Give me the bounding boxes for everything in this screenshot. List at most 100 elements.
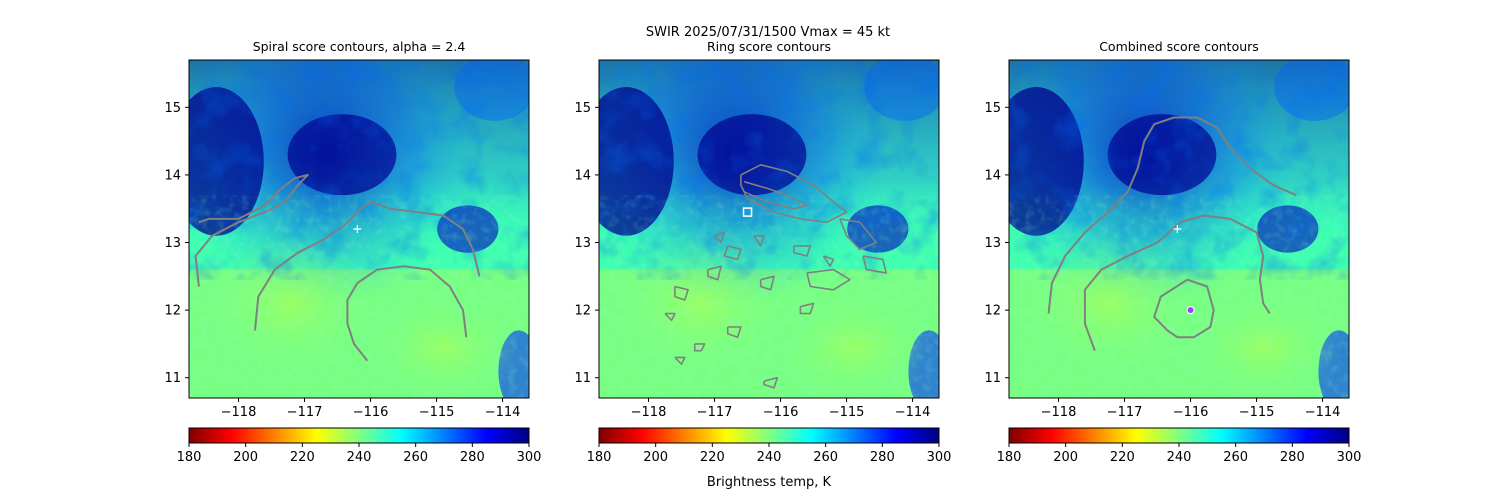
axes-frame <box>598 59 940 399</box>
colorbar-tick-label: 240 <box>1167 450 1192 465</box>
best-center-point <box>1186 306 1195 315</box>
contour-line <box>753 235 765 247</box>
contour-line <box>707 265 722 281</box>
y-tick-label: 12 <box>984 304 1001 319</box>
x-tick-label: −114 <box>485 405 521 420</box>
colorbar-tick-label: 260 <box>813 450 838 465</box>
axes-frame <box>188 59 530 399</box>
contour-line <box>1047 116 1297 314</box>
center-marker <box>1173 225 1182 233</box>
y-tick-label: 14 <box>984 168 1001 183</box>
contour-line <box>723 245 742 261</box>
contour-line <box>806 268 851 291</box>
panel-3: Combined score contours −118 −117 −116 −115 −… <box>984 39 1361 465</box>
contour-line <box>793 245 812 257</box>
x-tick-label: −114 <box>1305 405 1341 420</box>
colorbar-tick-label: 280 <box>460 450 485 465</box>
colorbar: 180 200 220 240 260 280 300 <box>587 427 952 465</box>
axes-frame <box>1008 59 1350 399</box>
score-contours <box>1047 116 1297 352</box>
suptitle: SWIR 2025/07/31/1500 Vmax = 45 kt <box>646 25 890 40</box>
contour-line <box>1083 214 1271 352</box>
y-tick-label: 12 <box>164 304 181 319</box>
colorbar-tick-label: 200 <box>643 450 668 465</box>
contour-line <box>346 265 468 362</box>
x-tick-label: −114 <box>895 405 931 420</box>
x-tick-label: −116 <box>353 405 389 420</box>
y-tick-label: 12 <box>574 304 591 319</box>
panel-1: Spiral score contours, alpha = 2.4 −118 −1… <box>164 39 541 465</box>
contour-line <box>743 180 808 210</box>
contour-line <box>839 218 878 251</box>
y-tick-label: 11 <box>164 371 181 386</box>
y-tick-label: 15 <box>574 101 591 116</box>
colorbar-tick-label: 220 <box>1110 450 1135 465</box>
colorbar-label: Brightness temp, K <box>707 475 832 490</box>
colorbar-tick-label: 200 <box>1053 450 1078 465</box>
contour-line <box>664 312 676 322</box>
colorbar: 180 200 220 240 260 280 300 <box>997 427 1362 465</box>
colorbar-gradient <box>188 427 530 444</box>
y-tick-label: 13 <box>574 236 591 251</box>
panel-2: Ring score contours −118 −117 −116 −115 −114 1… <box>574 39 951 465</box>
contour-line <box>674 285 689 301</box>
panel-title: Spiral score contours, alpha = 2.4 <box>253 39 466 54</box>
y-tick-label: 11 <box>574 371 591 386</box>
colorbar-gradient <box>1008 427 1350 444</box>
y-tick-label: 13 <box>164 236 181 251</box>
contour-line <box>799 302 815 315</box>
y-tick-label: 14 <box>574 168 591 183</box>
y-tick-label: 15 <box>164 101 181 116</box>
panel-title: Ring score contours <box>707 39 831 54</box>
contour-line <box>254 201 481 331</box>
x-tick-label: −115 <box>419 405 455 420</box>
x-tick-label: −117 <box>1107 405 1143 420</box>
score-contours <box>664 164 887 389</box>
center-marker <box>742 207 753 217</box>
y-tick-label: 14 <box>164 168 181 183</box>
contour-line <box>862 255 887 274</box>
y-tick-label: 13 <box>984 236 1001 251</box>
score-contours <box>194 173 481 362</box>
x-tick-label: −117 <box>697 405 733 420</box>
contour-line <box>713 231 726 244</box>
center-marker <box>353 225 362 233</box>
colorbar-tick-label: 260 <box>1223 450 1248 465</box>
brightness-temp-image <box>189 60 529 398</box>
brightness-temp-image <box>599 60 939 398</box>
x-tick-label: −118 <box>1041 405 1077 420</box>
colorbar-tick-label: 300 <box>517 450 542 465</box>
colorbar-tick-label: 300 <box>1337 450 1362 465</box>
x-tick-label: −118 <box>221 405 257 420</box>
panel-title: Combined score contours <box>1099 39 1259 54</box>
contour-line <box>822 255 835 267</box>
y-tick-label: 11 <box>984 371 1001 386</box>
x-tick-label: −117 <box>287 405 323 420</box>
colorbar-tick-label: 240 <box>757 450 782 465</box>
colorbar-tick-label: 200 <box>233 450 258 465</box>
colorbar-tick-label: 220 <box>290 450 315 465</box>
x-tick-label: −118 <box>631 405 667 420</box>
colorbar-tick-label: 280 <box>1280 450 1305 465</box>
brightness-temp-image <box>1009 60 1349 398</box>
contour-line <box>740 164 848 223</box>
colorbar-tick-label: 300 <box>927 450 952 465</box>
x-tick-label: −115 <box>1239 405 1275 420</box>
contour-line <box>1153 278 1215 339</box>
contour-line <box>726 326 742 338</box>
colorbar-tick-label: 180 <box>177 450 202 465</box>
colorbar-tick-label: 180 <box>587 450 612 465</box>
colorbar-tick-label: 220 <box>700 450 725 465</box>
contour-line <box>759 275 775 291</box>
y-tick-label: 15 <box>984 101 1001 116</box>
colorbar-tick-label: 180 <box>997 450 1022 465</box>
colorbar-tick-label: 240 <box>347 450 372 465</box>
colorbar-tick-label: 280 <box>870 450 895 465</box>
x-tick-label: −116 <box>1173 405 1209 420</box>
x-tick-label: −115 <box>829 405 865 420</box>
colorbar-gradient <box>598 427 940 444</box>
contour-line <box>674 356 686 365</box>
colorbar: 180 200 220 240 260 280 300 <box>177 427 542 465</box>
contour-line <box>763 376 779 389</box>
